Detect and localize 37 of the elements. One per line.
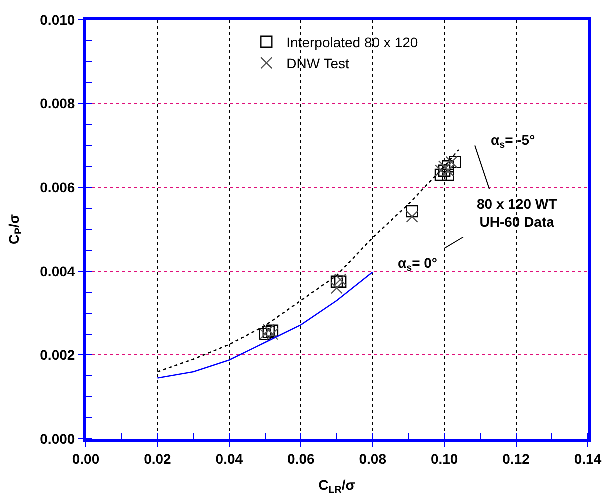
annotation: α$_{s}$= 0° [398, 255, 438, 274]
x-tick-label: 0.12 [502, 450, 530, 467]
y-tick-label: 0.004 [40, 263, 76, 280]
point [266, 324, 279, 337]
legend-label: DNW Test [286, 56, 350, 72]
point [406, 210, 418, 224]
x-tick-label: 0.10 [430, 450, 458, 467]
point [330, 282, 344, 294]
y-tick-label: 0.002 [40, 347, 76, 364]
point [442, 160, 454, 173]
point [442, 168, 454, 182]
line-series [157, 272, 374, 379]
x-tick-label: 0.04 [216, 450, 244, 467]
annotation: 80 x 120 WT UH-60 Data [477, 196, 558, 230]
x-tick-label: 0.08 [359, 450, 387, 467]
point [442, 164, 454, 177]
x-tick-label: 0.02 [144, 450, 172, 467]
point [446, 156, 458, 169]
x-tick-label: 0.00 [72, 450, 100, 467]
point [434, 168, 448, 182]
y-tick-label: 0.000 [40, 430, 76, 447]
point [262, 326, 275, 338]
point [434, 164, 448, 177]
y-tick-label: 0.008 [40, 96, 76, 112]
y-tick-label: 0.006 [40, 180, 76, 196]
x-axis-title: C$_{LR}$/σ [318, 477, 356, 496]
x-tick-label: 0.14 [574, 450, 602, 467]
point [449, 156, 462, 169]
point [406, 205, 418, 218]
point [330, 276, 344, 288]
y-tick-label: 0.010 [40, 12, 76, 28]
legend-label: Interpolated 80 x 120 [286, 34, 418, 50]
point [438, 164, 451, 177]
x-tick-label: 0.06 [288, 450, 315, 467]
point [266, 328, 279, 340]
point [262, 324, 275, 336]
annotation: α$_{s}$= -5° [491, 132, 536, 151]
